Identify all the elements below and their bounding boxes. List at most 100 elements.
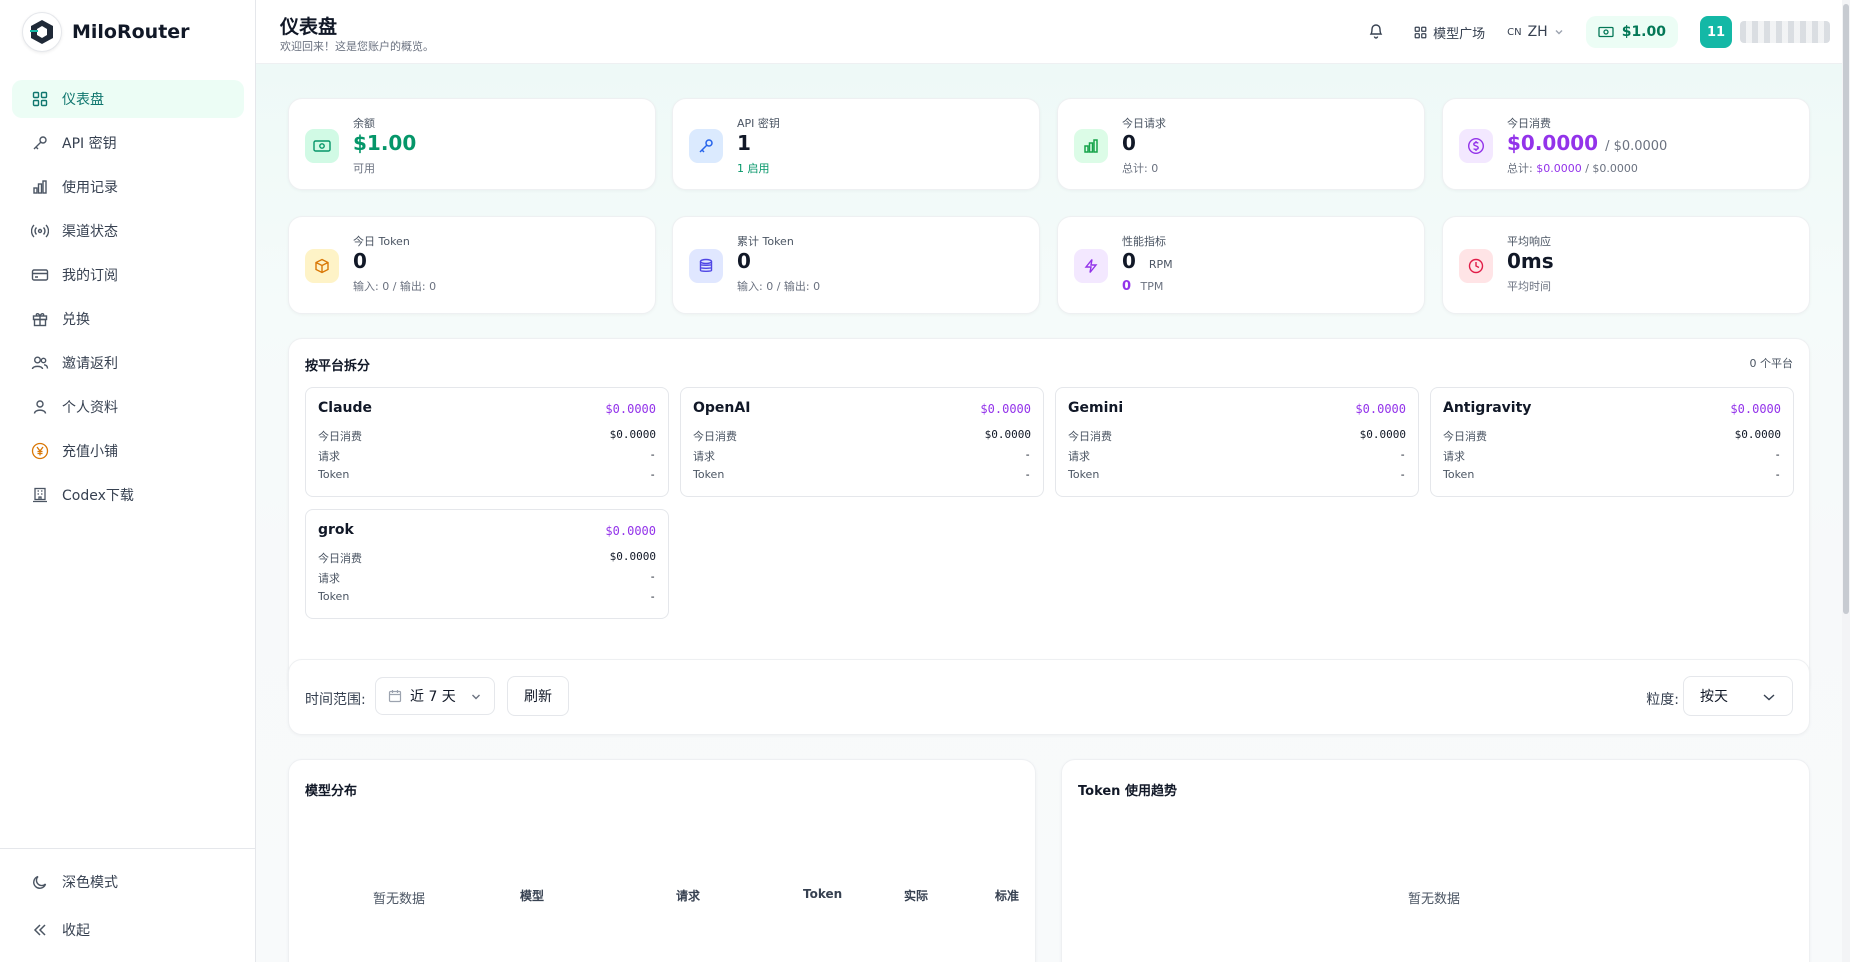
row-label: 请求 (318, 450, 340, 463)
stat-sub-b: / $0.0000 (1581, 162, 1638, 175)
requests-value: - (1774, 448, 1781, 461)
platform-name: Gemini (1068, 400, 1124, 416)
stat-label: 今日请求 (1122, 117, 1166, 130)
column-header-token: Token (803, 887, 843, 901)
stat-value: 0ms (1507, 249, 1554, 273)
stat-sub: 输入: 0 / 输出: 0 (737, 280, 821, 293)
platform-cost: $0.0000 (1730, 402, 1781, 416)
notifications-button[interactable] (1368, 22, 1384, 43)
sidebar-item-codex[interactable]: Codex下载 (12, 476, 244, 514)
collapse-button[interactable]: 收起 (12, 911, 244, 949)
language-select[interactable]: CN ZH (1507, 24, 1564, 40)
stat-sub: 可用 (353, 162, 375, 175)
today-cost: $0.0000 (609, 550, 656, 563)
model-distribution-card: 模型分布 暂无数据 模型 请求 Token 实际 标准 (288, 759, 1036, 962)
page-subtitle: 欢迎回来！这是您账户的概览。 (280, 40, 434, 53)
stat-value: 1 (737, 131, 751, 155)
stat-label: 今日消费 (1507, 117, 1551, 130)
refresh-button[interactable]: 刷新 (507, 676, 569, 716)
sidebar-item-referral[interactable]: 邀请返利 (12, 344, 244, 382)
bolt-icon (1074, 249, 1108, 283)
column-header-requests: 请求 (676, 889, 701, 903)
sidebar-item-dashboard[interactable]: 仪表盘 (12, 80, 244, 118)
stat-sub: 1 启用 (737, 162, 770, 175)
sidebar-item-label: 兑换 (62, 312, 90, 328)
tokens-value: - (1774, 468, 1781, 481)
sidebar-nav: 仪表盘 API 密钥 使用记录 渠道状态 我的订阅 兑换 邀请返利 个人资料 (12, 80, 244, 520)
chevron-down-icon (1554, 27, 1564, 37)
row-label: 今日消费 (318, 552, 362, 565)
dark-mode-toggle[interactable]: 深色模式 (12, 863, 244, 901)
stat-label: API 密钥 (737, 117, 780, 130)
bell-icon (1368, 22, 1384, 43)
row-label: Token (318, 468, 350, 481)
chevron-down-icon (1762, 691, 1776, 703)
stat-sub: 平均时间 (1507, 280, 1551, 293)
row-label: Token (318, 590, 350, 603)
gift-icon (30, 309, 50, 329)
stat-card-avg-response: 平均响应 0ms 平均时间 (1442, 216, 1810, 314)
stat-value-rpm: 0 (1122, 249, 1136, 273)
model-plaza-link[interactable]: 模型广场 (1414, 23, 1485, 42)
platform-cost: $0.0000 (980, 402, 1031, 416)
stat-card-balance: 余额 $1.00 可用 (288, 98, 656, 190)
balance-value: $1.00 (1621, 24, 1666, 40)
brand[interactable]: MiloRouter (22, 12, 190, 52)
credit-card-icon (30, 265, 50, 285)
stat-value-extra: / $0.0000 (1605, 139, 1668, 154)
dark-mode-label: 深色模式 (62, 875, 118, 891)
sidebar-item-profile[interactable]: 个人资料 (12, 388, 244, 426)
stat-unit-tpm: TPM (1140, 280, 1164, 293)
balance-pill[interactable]: $1.00 (1585, 16, 1678, 48)
granularity-value: 按天 (1700, 689, 1728, 705)
stat-card-api-keys: API 密钥 1 1 启用 (672, 98, 1040, 190)
requests-value: - (1399, 448, 1406, 461)
time-range-select[interactable]: 近 7 天 (375, 677, 495, 715)
row-label: 请求 (1443, 450, 1465, 463)
platform-card: Antigravity $0.0000 今日消费 $0.0000 请求 - Token - (1430, 387, 1794, 497)
sidebar-item-api-keys[interactable]: API 密钥 (12, 124, 244, 162)
grid-icon (30, 89, 50, 109)
clock-icon (1459, 249, 1493, 283)
time-range-value: 近 7 天 (410, 689, 456, 705)
top-bar: 仪表盘 欢迎回来！这是您账户的概览。 模型广场 CN ZH $1.00 11 (256, 0, 1850, 64)
collapse-label: 收起 (62, 923, 90, 939)
stat-label: 平均响应 (1507, 235, 1551, 248)
stat-value: $0.0000 (1507, 131, 1599, 155)
user-name-redacted[interactable] (1740, 21, 1830, 43)
filter-bar: 时间范围: 近 7 天 刷新 粒度: 按天 (288, 659, 1810, 735)
scrollbar-thumb[interactable] (1843, 4, 1849, 614)
scrollbar[interactable] (1842, 0, 1850, 962)
dollar-coin-icon (1459, 129, 1493, 163)
section-title: 模型分布 (305, 784, 358, 799)
lang-value: ZH (1527, 24, 1548, 40)
key-icon (689, 129, 723, 163)
sidebar-item-shop[interactable]: 充值小铺 (12, 432, 244, 470)
stat-sub-a: $0.0000 (1536, 162, 1582, 175)
platform-breakdown-card: 按平台拆分 0 个平台 Claude $0.0000 今日消费 $0.0000 请求 - T… (288, 338, 1810, 698)
sidebar-item-channels[interactable]: 渠道状态 (12, 212, 244, 250)
sidebar-item-subscriptions[interactable]: 我的订阅 (12, 256, 244, 294)
page-title: 仪表盘 (280, 16, 338, 38)
empty-state: 暂无数据 (373, 892, 426, 907)
requests-value: - (649, 570, 656, 583)
sidebar-item-redeem[interactable]: 兑换 (12, 300, 244, 338)
today-cost: $0.0000 (609, 428, 656, 441)
granularity-select[interactable]: 按天 (1683, 676, 1793, 716)
cash-icon (1598, 26, 1614, 38)
row-label: 今日消费 (1443, 430, 1487, 443)
yen-coin-icon (30, 441, 50, 461)
stat-card-total-token: 累计 Token 0 输入: 0 / 输出: 0 (672, 216, 1040, 314)
requests-value: - (649, 448, 656, 461)
avatar[interactable]: 11 (1700, 16, 1732, 48)
stat-value-row: 0 RPM (1122, 249, 1173, 273)
section-title: 按平台拆分 (305, 359, 371, 374)
sidebar-item-usage[interactable]: 使用记录 (12, 168, 244, 206)
sidebar-item-label: API 密钥 (62, 136, 117, 152)
users-icon (30, 353, 50, 373)
brand-name: MiloRouter (72, 21, 190, 43)
calendar-icon (388, 689, 402, 703)
stat-card-performance: 性能指标 0 RPM 0 TPM (1057, 216, 1425, 314)
stat-tpm-row: 0 TPM (1122, 279, 1163, 294)
stat-unit-rpm: RPM (1148, 258, 1173, 271)
